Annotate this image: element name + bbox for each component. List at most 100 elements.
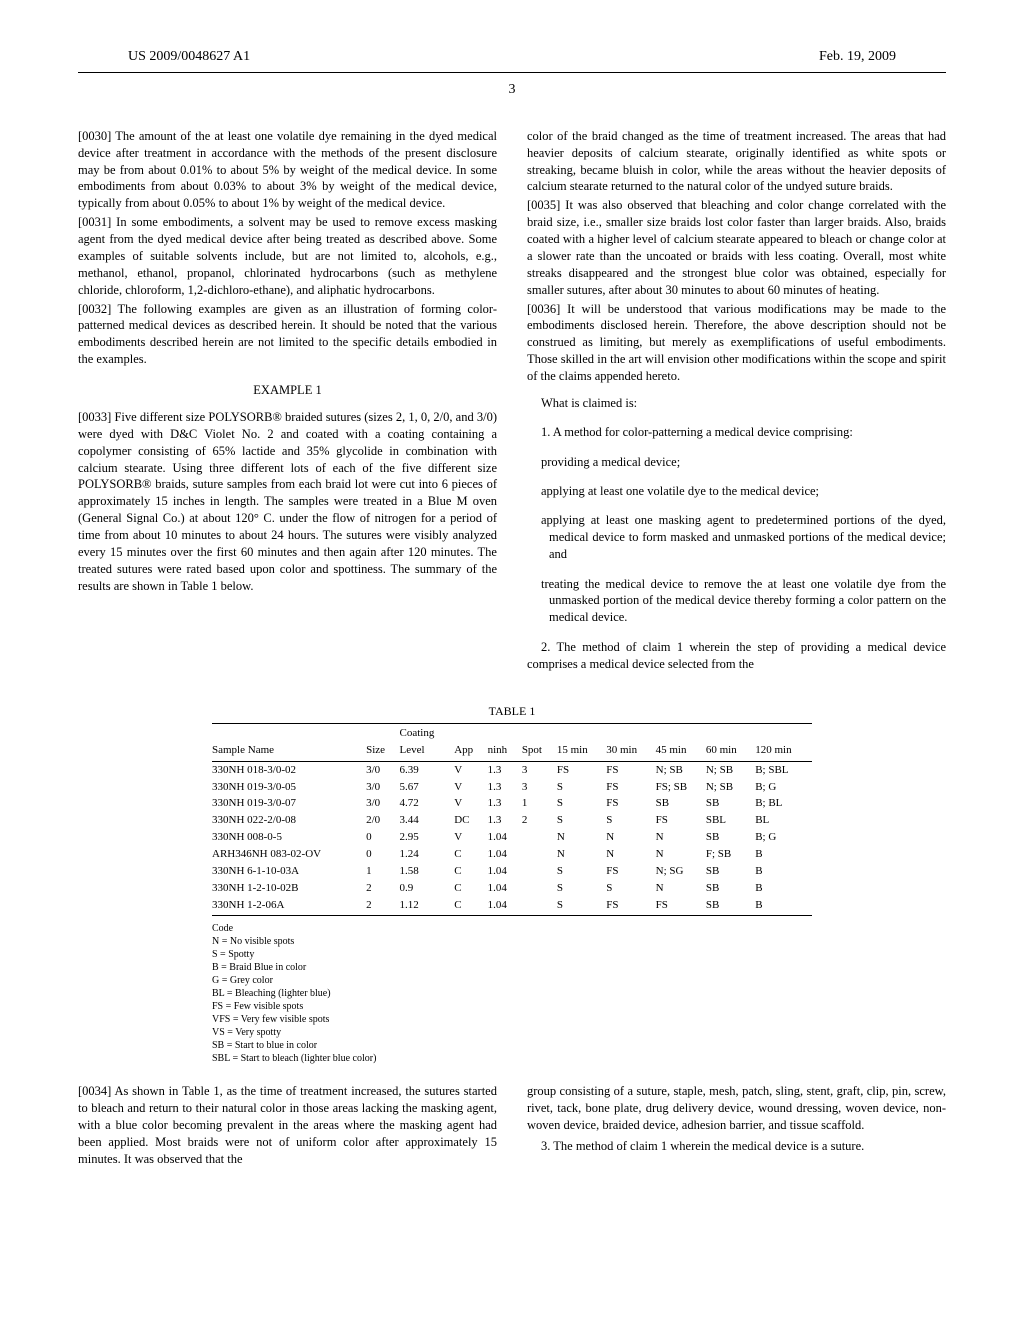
table-cell: S [557,812,606,829]
table-cell: 2/0 [366,812,399,829]
table-cell: 0 [366,829,399,846]
table-cell: 1 [522,795,557,812]
table-cell: C [454,880,487,897]
table-1: Coating Sample Name Size Level App ninh … [212,723,812,916]
table-cell: N [656,829,706,846]
table-cell: 2 [366,897,399,916]
claim-1-step-3: treating the medical device to remove th… [549,576,946,627]
table-cell: 1.24 [400,846,455,863]
table-cell: 1.04 [488,897,522,916]
th-coating-top: Coating [400,724,455,741]
right-column: color of the braid changed as the time o… [527,128,946,685]
table-cell: B [755,846,812,863]
doc-number: US 2009/0048627 A1 [128,48,250,67]
table-cell: N [656,880,706,897]
table-cell: SB [706,829,755,846]
table-cell [522,897,557,916]
table-cell: 0.9 [400,880,455,897]
legend-line: S = Spotty [212,948,812,961]
table-cell: 1 [366,863,399,880]
table-cell: 1.3 [488,812,522,829]
table-cell: S [557,795,606,812]
table-cell: 3/0 [366,779,399,796]
th-2: Level [400,741,455,761]
th-5: Spot [522,741,557,761]
lower-columns: [0034] As shown in Table 1, as the time … [78,1083,946,1169]
table-cell: N [606,846,655,863]
table-cell: SB [706,880,755,897]
table-cell: 2.95 [400,829,455,846]
table-cell: S [557,863,606,880]
table-cell [522,880,557,897]
claim-3: 3. The method of claim 1 wherein the med… [527,1138,946,1155]
table-cell: 330NH 019-3/0-07 [212,795,366,812]
table-cell: N [557,846,606,863]
table-cell: 3/0 [366,761,399,778]
table-cell: 3 [522,761,557,778]
table-row: 330NH 022-2/0-082/03.44DC1.32SSFSSBLBL [212,812,812,829]
table-cell: 1.04 [488,863,522,880]
table-cell: 3.44 [400,812,455,829]
table-cell: F; SB [706,846,755,863]
legend-line: BL = Bleaching (lighter blue) [212,987,812,1000]
doc-date: Feb. 19, 2009 [819,48,896,67]
table-cell: 4.72 [400,795,455,812]
table-cell: 1.58 [400,863,455,880]
header-rule [78,72,946,73]
table-cell: 3 [522,779,557,796]
claim-1-step-0: providing a medical device; [549,454,946,471]
table-cell: S [557,880,606,897]
th-7: 30 min [606,741,655,761]
claim-1-step-2: applying at least one masking agent to p… [549,512,946,563]
table-cell: S [606,880,655,897]
table-cell [522,846,557,863]
table-cell: 330NH 022-2/0-08 [212,812,366,829]
legend-line: G = Grey color [212,974,812,987]
claims-intro: What is claimed is: [527,395,946,412]
legend-line: B = Braid Blue in color [212,961,812,974]
table-row: 330NH 018-3/0-023/06.39V1.33FSFSN; SBN; … [212,761,812,778]
table-cell: SB [706,863,755,880]
table-cell: B; SBL [755,761,812,778]
claim-1-step-1: applying at least one volatile dye to th… [549,483,946,500]
table-legend: Code N = No visible spotsS = SpottyB = B… [212,922,812,1065]
table-row: 330NH 1-2-10-02B20.9C1.04SSNSBB [212,880,812,897]
claim-2-cont: group consisting of a suture, staple, me… [527,1083,946,1134]
para-0032: [0032] The following examples are given … [78,301,497,369]
th-1: Size [366,741,399,761]
table-cell: V [454,779,487,796]
table-cell: FS [606,761,655,778]
table-cell: C [454,846,487,863]
para-0033: [0033] Five different size POLYSORB® bra… [78,409,497,595]
para-cont: color of the braid changed as the time o… [527,128,946,196]
table-cell: FS [557,761,606,778]
table-cell: N; SG [656,863,706,880]
claim-1-lead: 1. A method for color-patterning a medic… [527,424,946,441]
table-cell: 1.04 [488,829,522,846]
table-row: 330NH 019-3/0-073/04.72V1.31SFSSBSBB; BL [212,795,812,812]
th-8: 45 min [656,741,706,761]
para-0036: [0036] It will be understood that variou… [527,301,946,385]
table-cell: 1.12 [400,897,455,916]
table-cell: 330NH 008-0-5 [212,829,366,846]
page-header: US 2009/0048627 A1 Feb. 19, 2009 [78,48,946,69]
para-0031: [0031] In some embodiments, a solvent ma… [78,214,497,298]
table-cell: 2 [366,880,399,897]
legend-line: FS = Few visible spots [212,1000,812,1013]
table-row: ARH346NH 083-02-OV01.24C1.04NNNF; SBB [212,846,812,863]
table-cell [522,829,557,846]
legend-line: N = No visible spots [212,935,812,948]
table-cell: 1.04 [488,880,522,897]
table-cell: 1.04 [488,846,522,863]
table-cell: FS [606,863,655,880]
table-1-title: TABLE 1 [212,703,812,719]
th-6: 15 min [557,741,606,761]
table-cell: SB [656,795,706,812]
table-cell: N; SB [656,761,706,778]
table-cell: S [557,897,606,916]
table-cell: V [454,829,487,846]
table-1-head: Coating Sample Name Size Level App ninh … [212,724,812,762]
table-cell: BL [755,812,812,829]
table-cell: N; SB [706,761,755,778]
table-row: 330NH 1-2-06A21.12C1.04SFSFSSBB [212,897,812,916]
